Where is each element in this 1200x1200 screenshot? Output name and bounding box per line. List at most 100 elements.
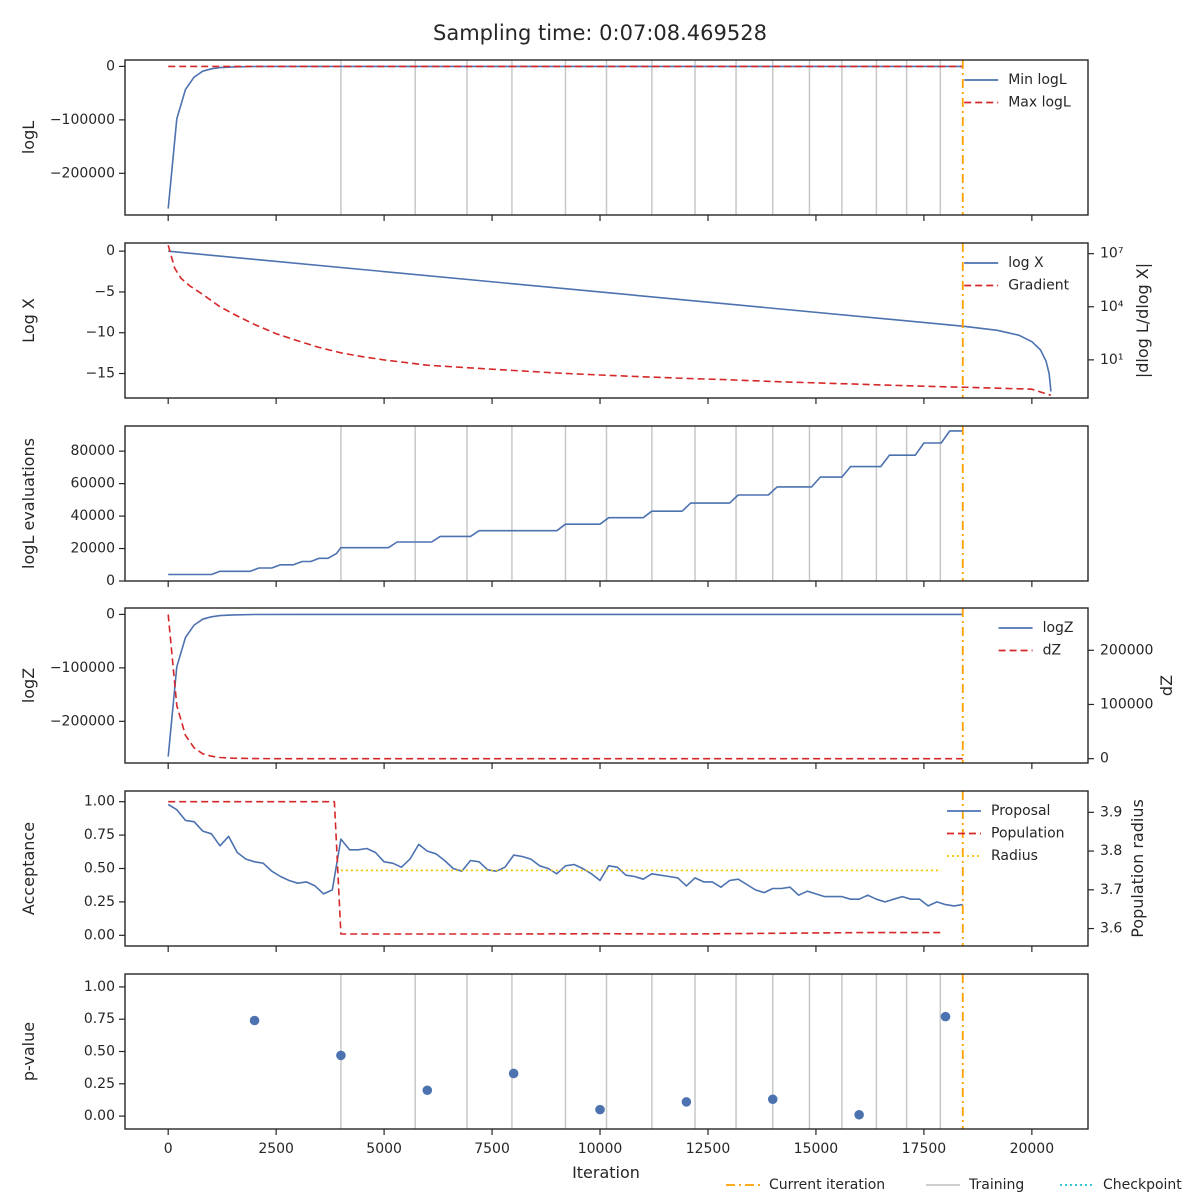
plot-area — [168, 430, 963, 576]
y-tick-label: 80000 — [70, 443, 115, 459]
legend-label: logZ — [1043, 620, 1074, 636]
y2-tick-label: 3.8 — [1100, 843, 1122, 859]
y2-tick-label: 3.9 — [1100, 804, 1122, 820]
data-point — [595, 1104, 605, 1115]
y-tick-label: 0 — [106, 606, 115, 622]
axes-frame — [124, 242, 1089, 399]
y2-tick-label: 10⁴ — [1100, 299, 1124, 315]
panel-1: 0 −100000 −200000 logL Min logL Max logL — [19, 58, 1089, 221]
x-tick-label: 5000 — [366, 1141, 402, 1157]
y-tick-label: 0.25 — [84, 1076, 115, 1092]
legend: Proposal Population Radius — [947, 803, 1065, 864]
panel-6: 0.00 0.25 0.50 0.75 1.00 p-value 0 2500 5000 7500… — [19, 973, 1089, 1157]
chart-title: Sampling time: 0:07:08.469528 — [433, 21, 767, 45]
series-line-log-x — [168, 250, 1052, 392]
axes-frame — [124, 59, 1089, 216]
y-axis-label: Log X — [19, 298, 38, 343]
panel-3: 0 20000 40000 60000 80000 logL evaluations — [19, 425, 1089, 589]
legend-label: Gradient — [1008, 278, 1069, 294]
series-line-population — [168, 800, 942, 935]
x-tick-label: 7500 — [474, 1141, 510, 1157]
x-axis-label: Iteration — [572, 1163, 640, 1182]
data-point — [767, 1094, 778, 1105]
legend-label: log X — [1008, 255, 1044, 271]
data-point — [854, 1109, 864, 1120]
legend-label: Radius — [991, 848, 1038, 864]
panel-5: 0.00 0.25 0.50 0.75 1.00 Acceptance 3.6 3.7 3.8 3… — [19, 790, 1147, 952]
y-axis-label: logL — [19, 121, 38, 154]
y-tick-label: −100000 — [50, 660, 115, 676]
y-tick-label: 1.00 — [84, 979, 115, 995]
legend-label: Max logL — [1008, 95, 1071, 111]
y-tick-label: −10 — [85, 325, 115, 341]
plot-area — [167, 800, 963, 935]
legend: logZ dZ — [998, 620, 1074, 659]
x-tick-label: 12500 — [686, 1141, 731, 1157]
data-point — [940, 1011, 951, 1022]
y-tick-label: 0.75 — [84, 827, 115, 843]
x-tick-label: 20000 — [1010, 1141, 1055, 1157]
y-tick-label: 0 — [106, 243, 115, 259]
series-line-gradient — [167, 244, 1052, 397]
y2-tick-label: 10¹ — [1100, 352, 1123, 368]
y-tick-label: −5 — [94, 284, 115, 300]
y-axis-label: logZ — [19, 668, 38, 703]
series-line-proposal — [167, 803, 963, 907]
legend: log X Gradient — [964, 255, 1070, 294]
data-point — [681, 1097, 692, 1107]
y-tick-label: 1.00 — [84, 794, 115, 810]
data-point — [336, 1050, 346, 1061]
x-tick-label: 15000 — [794, 1141, 839, 1157]
y-tick-label: −100000 — [50, 112, 115, 128]
y2-tick-label: 200000 — [1100, 642, 1153, 658]
y-axis-label: Acceptance — [19, 822, 38, 915]
x-tick-label: 10000 — [578, 1141, 623, 1157]
y-tick-label: 0 — [106, 58, 115, 74]
y2-axis-label: |dlog L/dlog X| — [1133, 263, 1152, 378]
y-axis-label: logL evaluations — [19, 438, 38, 569]
y2-tick-label: 3.7 — [1100, 882, 1122, 898]
y-tick-label: 0.50 — [84, 1044, 115, 1060]
x-tick-label: 17500 — [902, 1141, 947, 1157]
panel-2: 0 −5 −10 −15 Log X 10¹ 10⁴ 10⁷ |dlog L/dlog X| lo… — [19, 242, 1152, 404]
y-tick-label: −200000 — [50, 713, 115, 729]
y-tick-label: 0.00 — [84, 1108, 115, 1124]
y-tick-label: 20000 — [70, 541, 115, 557]
y-tick-label: 0.25 — [84, 894, 115, 910]
x-tick-label: 2500 — [258, 1141, 294, 1157]
panel-4: 0 −100000 −200000 logZ 0 100000 200000 dZ logZ dZ — [19, 606, 1176, 769]
plot-area — [167, 65, 963, 209]
axes-frame — [124, 607, 1089, 764]
x-tick-label: 0 — [164, 1141, 173, 1157]
y2-tick-label: 0 — [1100, 751, 1109, 767]
y2-axis-label: dZ — [1157, 675, 1176, 696]
axes-frame — [124, 425, 1089, 582]
legend-label: dZ — [1043, 643, 1061, 659]
bottom-legend-label: Current iteration — [769, 1177, 885, 1193]
legend-label: Proposal — [991, 803, 1050, 819]
legend: Min logL Max logL — [964, 72, 1071, 111]
plot-area — [167, 244, 1052, 397]
data-point — [508, 1068, 519, 1079]
data-point — [422, 1085, 433, 1096]
y2-tick-label: 100000 — [1100, 696, 1153, 712]
y-tick-label: 60000 — [70, 476, 115, 492]
y-tick-label: 0.00 — [84, 927, 115, 943]
bottom-legend: Current iteration Training Checkpoint — [726, 1177, 1182, 1193]
y-tick-label: 0 — [106, 573, 115, 589]
y-axis-label: p-value — [19, 1022, 38, 1081]
y-tick-label: 40000 — [70, 508, 115, 524]
y-tick-label: 0.75 — [84, 1011, 115, 1027]
legend-label: Population — [991, 826, 1065, 842]
y-tick-label: 0.50 — [84, 861, 115, 877]
bottom-legend-label: Training — [968, 1177, 1024, 1193]
series-line-1 — [168, 430, 963, 576]
y2-tick-label: 3.6 — [1100, 921, 1122, 937]
bottom-legend-label: Checkpoint — [1103, 1177, 1182, 1193]
y2-axis-label: Population radius — [1128, 799, 1147, 938]
y-tick-label: −200000 — [50, 165, 115, 181]
data-point — [249, 1015, 260, 1026]
y-tick-label: −15 — [85, 366, 115, 382]
